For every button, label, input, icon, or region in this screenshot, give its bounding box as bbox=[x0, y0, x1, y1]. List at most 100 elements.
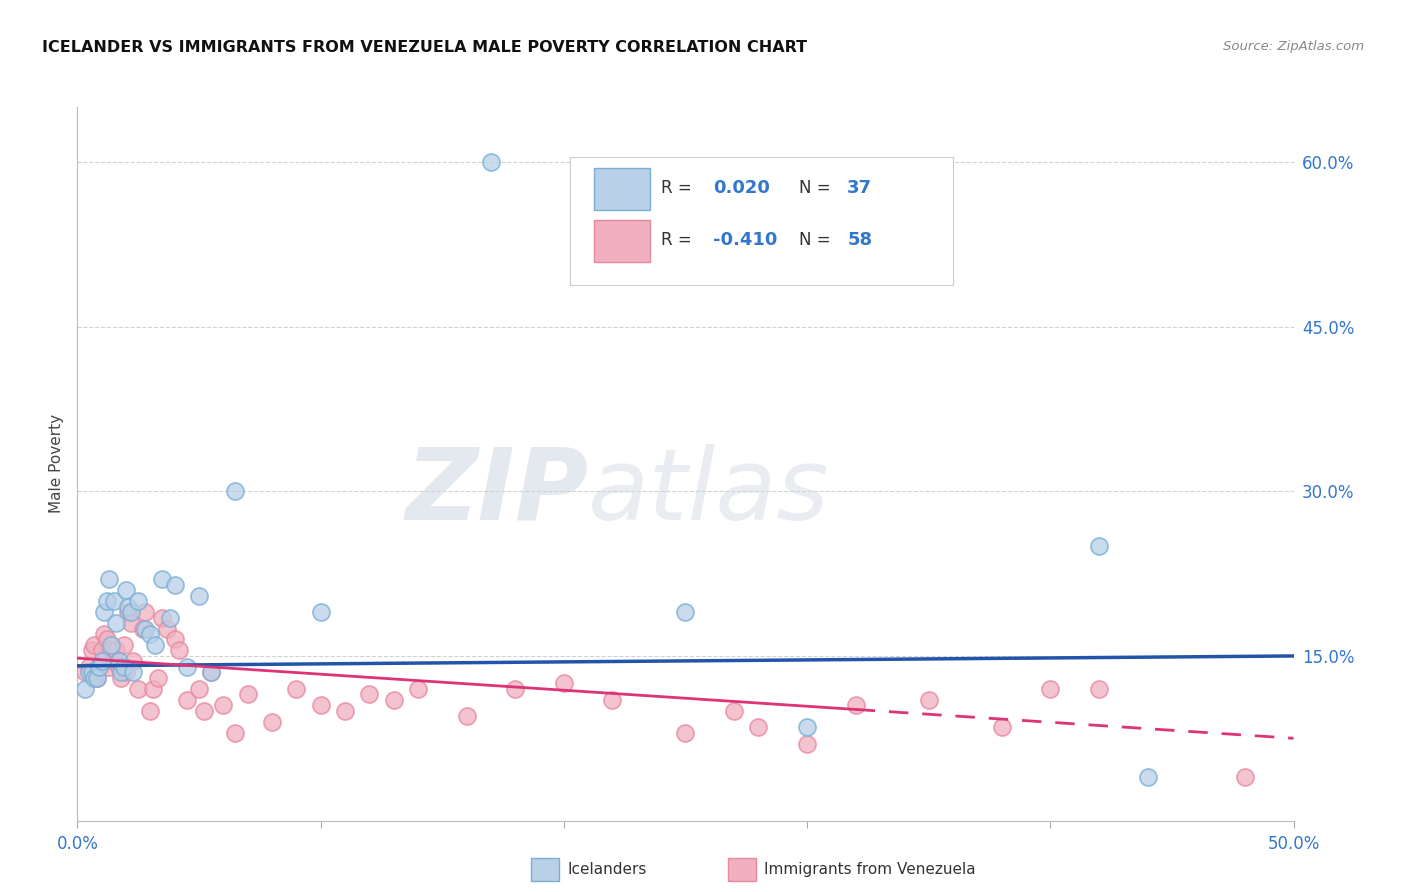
Point bbox=[156, 622, 179, 636]
Point bbox=[103, 594, 125, 608]
Point bbox=[134, 622, 156, 636]
Point bbox=[96, 632, 118, 647]
Point bbox=[188, 681, 211, 696]
Point bbox=[382, 693, 405, 707]
Point bbox=[90, 643, 112, 657]
Point bbox=[359, 687, 381, 701]
Point bbox=[107, 655, 129, 669]
Point bbox=[796, 720, 818, 734]
Point bbox=[112, 638, 135, 652]
Point bbox=[176, 660, 198, 674]
Text: R =: R = bbox=[661, 232, 697, 250]
Point bbox=[456, 709, 478, 723]
Point bbox=[100, 643, 122, 657]
Point bbox=[193, 704, 215, 718]
Point bbox=[143, 638, 166, 652]
Point bbox=[127, 594, 149, 608]
Point bbox=[110, 671, 132, 685]
Point bbox=[86, 671, 108, 685]
Point bbox=[159, 610, 181, 624]
Point bbox=[89, 660, 111, 674]
Point bbox=[200, 665, 222, 680]
Point bbox=[103, 655, 125, 669]
Point bbox=[1088, 539, 1111, 553]
Point bbox=[110, 665, 132, 680]
Point bbox=[260, 714, 283, 729]
Point bbox=[96, 594, 118, 608]
Point bbox=[86, 671, 108, 685]
Point bbox=[80, 665, 103, 680]
Point bbox=[120, 605, 142, 619]
Point bbox=[406, 681, 429, 696]
Text: -0.410: -0.410 bbox=[713, 232, 778, 250]
Point bbox=[747, 720, 769, 734]
Point bbox=[553, 676, 575, 690]
Point bbox=[152, 572, 174, 586]
Point bbox=[97, 572, 120, 586]
Point bbox=[120, 615, 142, 630]
Point bbox=[83, 671, 105, 685]
Point bbox=[105, 615, 128, 630]
Text: N =: N = bbox=[799, 178, 835, 196]
Point bbox=[100, 638, 122, 652]
Point bbox=[117, 599, 139, 614]
Point bbox=[122, 665, 145, 680]
Text: Immigrants from Venezuela: Immigrants from Venezuela bbox=[763, 863, 976, 877]
FancyBboxPatch shape bbox=[595, 168, 650, 210]
Point bbox=[1039, 681, 1062, 696]
Point bbox=[236, 687, 259, 701]
Point bbox=[73, 681, 96, 696]
Point bbox=[309, 698, 332, 713]
Text: 58: 58 bbox=[848, 232, 872, 250]
Point bbox=[115, 583, 138, 598]
Point bbox=[333, 704, 356, 718]
Point bbox=[117, 605, 139, 619]
FancyBboxPatch shape bbox=[595, 219, 650, 262]
Point bbox=[163, 577, 186, 591]
Point bbox=[675, 726, 697, 740]
Point bbox=[146, 671, 169, 685]
Point bbox=[73, 665, 96, 680]
Point bbox=[212, 698, 235, 713]
Point bbox=[83, 638, 105, 652]
Text: 37: 37 bbox=[848, 178, 872, 196]
Text: 0.020: 0.020 bbox=[713, 178, 770, 196]
Text: atlas: atlas bbox=[588, 444, 830, 541]
Point bbox=[93, 627, 115, 641]
Point bbox=[285, 681, 308, 696]
Point bbox=[105, 643, 128, 657]
Point bbox=[309, 605, 332, 619]
FancyBboxPatch shape bbox=[569, 157, 953, 285]
Point bbox=[723, 704, 745, 718]
Text: ZIP: ZIP bbox=[405, 444, 588, 541]
Point bbox=[127, 681, 149, 696]
Point bbox=[1088, 681, 1111, 696]
Point bbox=[503, 681, 526, 696]
Text: Source: ZipAtlas.com: Source: ZipAtlas.com bbox=[1223, 40, 1364, 54]
Point bbox=[90, 655, 112, 669]
Point bbox=[79, 665, 101, 680]
Point bbox=[1136, 770, 1159, 784]
Text: N =: N = bbox=[799, 232, 835, 250]
Point bbox=[188, 589, 211, 603]
Point bbox=[224, 726, 246, 740]
Point bbox=[200, 665, 222, 680]
Point bbox=[796, 737, 818, 751]
Y-axis label: Male Poverty: Male Poverty bbox=[49, 414, 65, 514]
Point bbox=[845, 698, 868, 713]
Point bbox=[142, 681, 165, 696]
Point bbox=[990, 720, 1012, 734]
Text: R =: R = bbox=[661, 178, 697, 196]
Point bbox=[602, 693, 624, 707]
Point bbox=[89, 660, 111, 674]
Text: Icelanders: Icelanders bbox=[567, 863, 647, 877]
Point bbox=[918, 693, 941, 707]
Point bbox=[134, 605, 156, 619]
Text: ICELANDER VS IMMIGRANTS FROM VENEZUELA MALE POVERTY CORRELATION CHART: ICELANDER VS IMMIGRANTS FROM VENEZUELA M… bbox=[42, 40, 807, 55]
Point bbox=[79, 660, 101, 674]
Point bbox=[479, 155, 502, 169]
Point bbox=[93, 605, 115, 619]
Point bbox=[152, 610, 174, 624]
Point bbox=[139, 627, 162, 641]
Point bbox=[139, 704, 162, 718]
